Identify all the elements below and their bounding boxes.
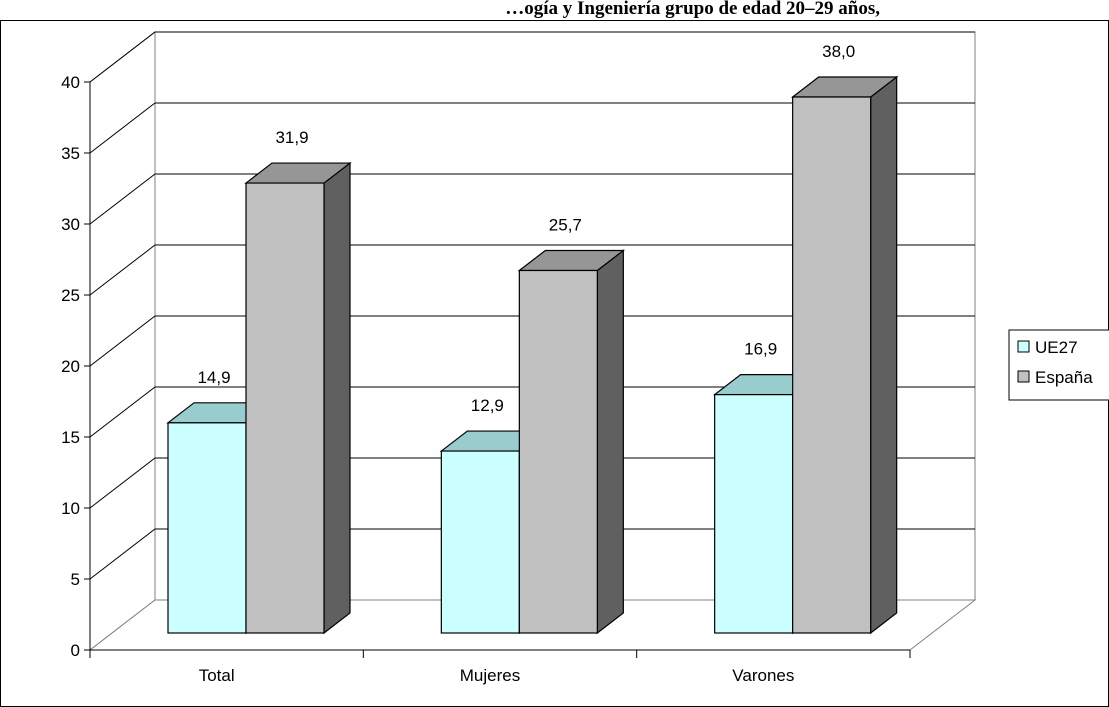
- gridline: [89, 457, 975, 509]
- chart-title: …ogía y Ingeniería grupo de edad 20–29 a…: [505, 0, 880, 19]
- data-label: 12,9: [471, 396, 504, 415]
- bar-side: [596, 249, 624, 635]
- y-tick-label: 10: [61, 499, 80, 518]
- bar: [518, 269, 598, 634]
- gridline: [89, 315, 975, 367]
- legend-swatch: [1017, 370, 1030, 383]
- x-tick-label: Mujeres: [460, 666, 520, 685]
- y-tick-label: 0: [71, 641, 80, 660]
- bar: [440, 450, 520, 634]
- bar: [167, 422, 247, 634]
- gridline: [89, 386, 975, 438]
- gridline: [89, 102, 975, 154]
- gridline: [89, 244, 975, 296]
- x-tick-label: Total: [199, 666, 235, 685]
- x-tick-label: Varones: [732, 666, 794, 685]
- y-tick-label: 5: [71, 570, 80, 589]
- gridline: [89, 31, 975, 83]
- y-tick-label: 20: [61, 357, 80, 376]
- data-label: 16,9: [744, 340, 777, 359]
- y-tick-label: 15: [61, 428, 80, 447]
- bar-side: [870, 75, 898, 635]
- data-label: 31,9: [275, 128, 308, 147]
- data-label: 14,9: [197, 368, 230, 387]
- legend: UE27 España: [1008, 329, 1109, 401]
- bar-side: [323, 161, 351, 635]
- bar: [714, 394, 794, 634]
- gridline: [89, 528, 975, 580]
- legend-label: España: [1035, 368, 1093, 387]
- y-tick-label: 35: [61, 144, 80, 163]
- bar: [245, 182, 325, 634]
- data-label: 38,0: [822, 42, 855, 61]
- bar: [792, 96, 872, 634]
- y-tick-label: 40: [61, 73, 80, 92]
- y-tick-label: 30: [61, 215, 80, 234]
- y-tick-label: 25: [61, 286, 80, 305]
- legend-swatch: [1017, 340, 1030, 353]
- legend-label: UE27: [1035, 338, 1078, 357]
- data-label: 25,7: [549, 215, 582, 234]
- gridline: [89, 173, 975, 225]
- plot-area: 0 5 10 15 20 25 30 35 40 14,9 31,9 Total 12,9 25,7 Muj…: [61, 30, 977, 685]
